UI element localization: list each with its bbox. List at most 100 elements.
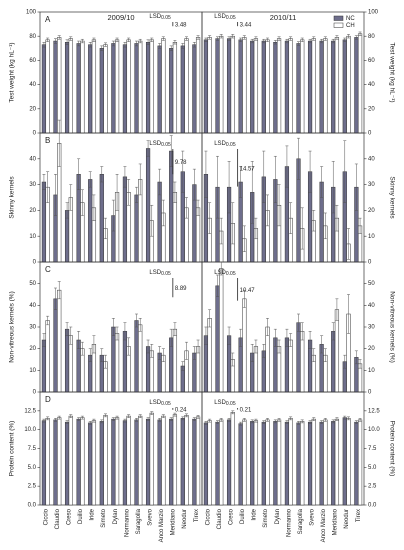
bar [346,35,351,134]
bar [68,38,73,134]
panel-letter: D [45,395,51,404]
plot-frame [39,132,203,263]
bar [215,38,220,134]
plot-frame [39,11,203,134]
error-bar [115,326,119,341]
error-bar [69,414,73,418]
bar [276,38,282,134]
error-bar [57,281,61,300]
bar [161,38,166,134]
bar [145,148,151,263]
x-tick-label: Meridiano [171,508,177,535]
y-tick-label: 80 [368,34,375,40]
error-bar [354,350,358,365]
error-bar [184,341,188,360]
error-bar [285,38,289,44]
error-bar [254,217,258,240]
error-bar [80,415,84,420]
bar [296,43,301,134]
error-bar [54,174,58,216]
legend-swatch [333,22,344,28]
y-tick-label: 30 [29,325,36,331]
y-tick-label: 2.5 [28,484,37,490]
bar [253,346,259,393]
error-bar [184,197,188,219]
x-tick-label: Ciccio [205,508,211,525]
lsd-text: LSD [149,400,161,406]
error-bar [277,418,281,422]
error-bar [343,37,347,42]
bar [354,421,359,506]
error-bar [273,328,277,347]
error-bar [65,202,69,219]
error-bar [300,207,304,250]
x-tick-label: Saragolla [136,508,142,534]
y-axis-label: Skinny kernels [388,176,395,219]
bar [41,339,47,393]
bar [57,37,62,134]
y-tick-label: 0 [368,131,372,137]
error-bar [69,36,73,41]
error-bar [100,166,104,183]
bar [276,419,282,506]
bar [41,420,47,506]
lsd-level: 0.05 [161,15,171,21]
error-bar [127,179,131,206]
bar [342,417,347,506]
bar [230,35,235,134]
bar [207,37,212,134]
y-tick-label: 30 [368,325,375,331]
y-tick-label: 40 [29,156,36,162]
y-axis-label: Test weight (kg hL⁻¹) [388,42,395,102]
bar [215,421,220,506]
error-bar [192,42,196,48]
error-bar [158,168,162,196]
error-bar [115,174,119,211]
error-bar [103,413,107,418]
y-tick-label: 30 [368,182,375,188]
lsd-level: 0.05 [161,142,171,148]
y-tick-label: 2.5 [368,484,377,490]
lsd-label: LSD0.05 [214,270,236,278]
bar [288,38,293,134]
error-bar [273,40,277,45]
error-bar [242,289,246,308]
bar [134,43,139,134]
error-bar [265,318,269,336]
bar [219,268,224,393]
bar [172,42,178,134]
error-bar [42,418,46,423]
error-bar [181,43,185,49]
error-bar [173,412,177,417]
lsd-level: 0.05 [226,142,236,148]
panel-letter: B [45,136,50,145]
error-bar [135,40,139,47]
x-tick-label: Creso [229,508,235,525]
bar [284,40,290,134]
bar [64,328,70,393]
error-bar [42,174,46,191]
error-bar [320,166,324,198]
error-bar [216,155,220,219]
error-bar [308,38,312,44]
bar [273,42,278,134]
x-tick-label: Tirex [194,509,200,522]
error-bar [65,39,69,45]
lsd-label: LSD0.05 [214,14,236,22]
bar [41,44,47,134]
error-bar [346,416,350,421]
lsd-value: 0.21 [240,407,252,413]
bar [114,333,120,393]
y-tick-label: 100 [26,10,37,16]
error-bar [161,199,165,227]
error-bar [343,415,347,420]
error-bar [80,38,84,44]
error-bar [231,352,235,367]
error-bar [169,417,173,421]
error-bar [285,420,289,424]
error-bar [135,186,139,203]
bar [242,298,247,393]
error-bar [219,217,223,245]
bar [203,422,209,506]
bar [323,419,328,506]
